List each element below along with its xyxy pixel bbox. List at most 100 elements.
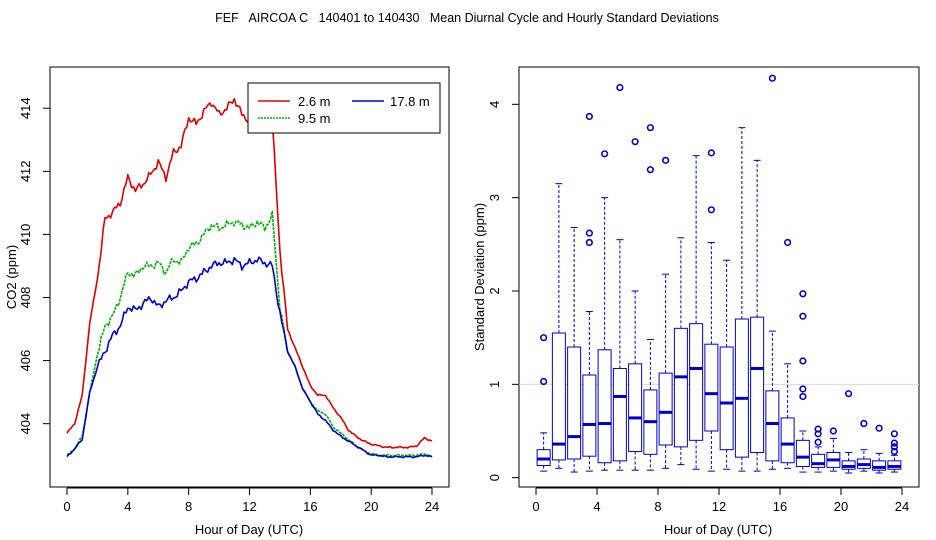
boxplot-hour-14.5	[750, 159, 765, 472]
boxplot-hour-18.5	[811, 425, 826, 473]
outlier-point	[540, 334, 548, 342]
boxplot-hour-7.5	[643, 124, 658, 471]
outlier-point	[875, 424, 883, 432]
boxplot-hour-5.5	[612, 83, 627, 471]
left-y-tick-label: 410	[18, 224, 33, 246]
outlier-point	[540, 377, 548, 386]
box-iqr	[780, 417, 795, 464]
outlier-point	[860, 419, 868, 428]
outlier-point	[631, 138, 639, 146]
box-iqr	[704, 343, 719, 432]
boxplot-hour-15.5	[765, 74, 780, 470]
boxplot-hour-8.5	[658, 156, 673, 469]
left-x-axis: 0 4 8 12 16 20 24	[63, 487, 439, 514]
boxplot-hour-0.5	[536, 334, 551, 472]
left-x-tick-label: 4	[124, 499, 131, 514]
outlier-point	[799, 312, 807, 320]
boxplot-hour-22.5	[872, 424, 887, 474]
outlier-point	[585, 238, 593, 247]
left-y-tick-label: 414	[18, 97, 33, 119]
right-x-tick-label: 24	[895, 499, 909, 514]
right-x-axis: 0 4 8 12 16 20 24	[532, 487, 909, 514]
boxplots	[536, 74, 902, 474]
outlier-point	[799, 357, 807, 365]
outlier-point	[784, 238, 792, 247]
series-line-17-8-m	[66, 256, 433, 459]
box-iqr	[872, 460, 887, 471]
boxplot-hour-3.5	[582, 112, 597, 472]
left-x-tick-label: 20	[364, 499, 378, 514]
boxplot-hour-21.5	[856, 419, 871, 472]
legend-label-9-5m: 9.5 m	[298, 111, 331, 126]
boxplot-hour-13.5	[734, 127, 749, 472]
boxplot-hour-11.5	[704, 149, 719, 472]
boxplot-hour-20.5	[841, 390, 856, 474]
left-y-tick-label: 406	[18, 350, 33, 372]
box-iqr	[750, 316, 765, 453]
outlier-point	[799, 290, 807, 298]
outlier-point	[585, 112, 593, 121]
outlier-point	[829, 427, 837, 435]
outlier-point	[585, 229, 593, 237]
boxplot-hour-12.5	[719, 259, 734, 470]
outlier-point	[890, 439, 898, 447]
box-iqr	[567, 346, 582, 460]
left-x-tick-label: 8	[185, 499, 192, 514]
right-y-tick-label: 4	[487, 101, 502, 108]
outlier-point	[814, 438, 822, 446]
right-x-axis-label: Hour of Day (UTC)	[664, 522, 772, 537]
outlier-point	[662, 156, 670, 164]
legend: 2.6 m 9.5 m 17.8 m	[247, 82, 441, 134]
box-iqr	[795, 439, 810, 467]
outlier-point	[601, 150, 609, 158]
outlier-point	[646, 166, 654, 174]
boxplot-hour-6.5	[628, 138, 643, 471]
boxplot-hour-16.5	[780, 238, 795, 469]
right-y-tick-label: 3	[487, 194, 502, 201]
outlier-point	[707, 206, 715, 214]
left-x-tick-label: 0	[63, 499, 70, 514]
right-x-tick-label: 8	[654, 499, 661, 514]
left-y-axis-label: CO2 (ppm)	[4, 245, 19, 309]
left-y-axis: 404 406 408 410 412 414	[18, 97, 51, 435]
boxplot-hour-1.5	[551, 183, 566, 469]
outlier-point	[814, 425, 822, 433]
left-x-axis-label: Hour of Day (UTC)	[195, 522, 303, 537]
right-y-axis: 0 1 2 3 4	[487, 101, 520, 481]
legend-label-17-8m: 17.8 m	[390, 94, 430, 109]
legend-label-2-6m: 2.6 m	[298, 94, 331, 109]
boxplot-hour-17.5	[795, 290, 810, 473]
right-x-tick-label: 12	[712, 499, 726, 514]
right-y-axis-label: Standard Deviation (ppm)	[472, 203, 487, 351]
right-x-tick-label: 20	[834, 499, 848, 514]
boxplot-hour-2.5	[567, 227, 582, 473]
left-y-tick-label: 404	[18, 413, 33, 435]
box-iqr	[628, 363, 643, 453]
outlier-point	[646, 124, 654, 132]
box-iqr	[582, 374, 597, 457]
right-x-tick-label: 0	[532, 499, 539, 514]
box-iqr	[673, 327, 688, 448]
right-y-tick-label: 0	[487, 474, 502, 481]
mean-diurnal-cycle-panel: 0 4 8 12 16 20 24 404 406 408 410 412 414 Hour of D…	[4, 66, 450, 537]
left-x-tick-label: 24	[425, 499, 439, 514]
boxplot-hour-9.5	[673, 237, 688, 466]
outlier-point	[768, 74, 776, 82]
outlier-point	[707, 149, 715, 157]
legend-frame	[247, 82, 441, 134]
right-x-tick-label: 4	[593, 499, 600, 514]
boxplot-hour-4.5	[597, 150, 612, 471]
left-x-tick-label: 16	[303, 499, 317, 514]
outlier-point	[799, 392, 807, 401]
box-iqr	[658, 372, 673, 446]
boxplot-hour-10.5	[689, 155, 704, 470]
outlier-point	[890, 430, 898, 438]
figure-title: FEF AIRCOA C 140401 to 140430 Mean Diurn…	[215, 11, 719, 25]
left-y-tick-label: 408	[18, 287, 33, 309]
right-x-tick-label: 16	[773, 499, 787, 514]
box-iqr	[689, 323, 704, 441]
hourly-standard-deviation-panel: 0 4 8 12 16 20 24 0 12 3 4 Hour of Day (UTC) Stan…	[472, 66, 920, 537]
left-x-tick-label: 12	[242, 499, 256, 514]
